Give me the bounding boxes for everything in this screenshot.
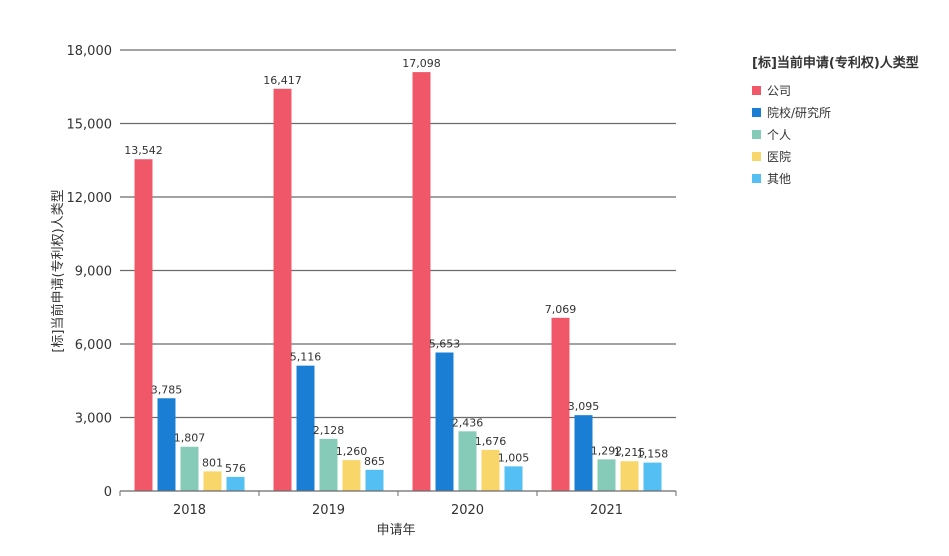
y-tick-label: 12,000 bbox=[67, 191, 113, 206]
bar bbox=[551, 317, 570, 491]
legend-swatch bbox=[752, 129, 761, 139]
data-label: 1,676 bbox=[475, 435, 507, 448]
data-label: 16,417 bbox=[263, 74, 302, 87]
bar bbox=[504, 466, 523, 491]
x-axis: 2018 2019 2020 2021 bbox=[119, 490, 677, 518]
bar bbox=[342, 460, 361, 491]
data-label: 17,098 bbox=[402, 57, 441, 70]
x-tick-label: 2021 bbox=[590, 503, 623, 518]
bar bbox=[296, 365, 315, 491]
legend-items: 公司院校/研究所 个人医院其他 bbox=[752, 79, 919, 189]
bar bbox=[365, 469, 384, 491]
y-tick-label: 9,000 bbox=[75, 265, 112, 280]
legend-swatch bbox=[752, 151, 761, 161]
bar bbox=[412, 72, 431, 491]
data-label: 1,260 bbox=[336, 445, 368, 458]
legend-item: 其他 bbox=[752, 167, 919, 189]
data-label: 3,095 bbox=[568, 400, 600, 413]
bar bbox=[643, 462, 662, 491]
data-label: 801 bbox=[202, 456, 223, 469]
gridlines bbox=[120, 49, 676, 419]
bar bbox=[226, 476, 245, 491]
legend-label: 公司 bbox=[767, 83, 792, 98]
data-label: 5,653 bbox=[429, 338, 461, 351]
legend-swatch bbox=[752, 107, 761, 117]
y-tick-label: 18,000 bbox=[67, 44, 113, 59]
bars bbox=[134, 72, 662, 491]
bar bbox=[157, 398, 176, 491]
bar bbox=[203, 471, 222, 491]
data-label: 1,215 bbox=[614, 446, 646, 459]
legend-swatch bbox=[752, 85, 761, 95]
bar bbox=[481, 449, 500, 491]
data-label: 1,005 bbox=[498, 451, 530, 464]
legend-swatch bbox=[752, 173, 761, 183]
bar bbox=[180, 446, 199, 491]
bar bbox=[134, 159, 153, 491]
legend-item: 院校/研究所 bbox=[752, 101, 919, 123]
legend-label: 个人 bbox=[767, 127, 792, 142]
legend-item: 公司 bbox=[752, 79, 919, 101]
y-tick-label: 15,000 bbox=[67, 118, 113, 133]
y-axis: 0 3,000 6,000 9,000 12,000 15,000 18,000 bbox=[67, 44, 113, 500]
data-labels: 13,542 16,417 17,098 7,069 3,785 5,116 5,653 3,… bbox=[124, 57, 668, 475]
bar bbox=[574, 415, 593, 491]
y-tick-label: 0 bbox=[104, 485, 112, 500]
data-label: 1,292 bbox=[591, 444, 623, 457]
bar bbox=[435, 352, 454, 491]
y-tick-label: 6,000 bbox=[75, 338, 112, 353]
y-tick-label: 3,000 bbox=[75, 412, 112, 427]
bar bbox=[597, 459, 616, 491]
data-label: 7,069 bbox=[545, 303, 577, 316]
data-label: 1,158 bbox=[637, 448, 669, 461]
bar bbox=[620, 461, 639, 491]
data-label: 865 bbox=[364, 455, 385, 468]
bar bbox=[458, 431, 477, 491]
x-tick-label: 2020 bbox=[451, 503, 484, 518]
legend-item: 个人 bbox=[752, 123, 919, 145]
data-label: 576 bbox=[225, 462, 246, 475]
data-label: 2,128 bbox=[313, 424, 345, 437]
data-label: 3,785 bbox=[151, 383, 183, 396]
bar bbox=[273, 88, 292, 491]
legend-label: 医院 bbox=[767, 149, 792, 164]
x-tick-label: 2019 bbox=[312, 503, 345, 518]
x-axis-title: 申请年 bbox=[376, 523, 415, 538]
legend-label: 其他 bbox=[767, 171, 792, 186]
data-label: 1,807 bbox=[174, 432, 206, 445]
legend-item: 医院 bbox=[752, 145, 919, 167]
legend: [标]当前申请(专利权)人类型 公司院校/研究所 个人医院其他 bbox=[752, 52, 919, 189]
data-label: 5,116 bbox=[290, 351, 322, 364]
data-label: 2,436 bbox=[452, 416, 484, 429]
bar bbox=[319, 438, 338, 491]
x-tick-label: 2018 bbox=[173, 503, 206, 518]
data-label: 13,542 bbox=[124, 144, 163, 157]
legend-label: 院校/研究所 bbox=[767, 105, 832, 120]
legend-title: [标]当前申请(专利权)人类型 bbox=[752, 56, 919, 71]
y-axis-title: [标]当前申请(专利权)人类型 bbox=[50, 189, 66, 352]
